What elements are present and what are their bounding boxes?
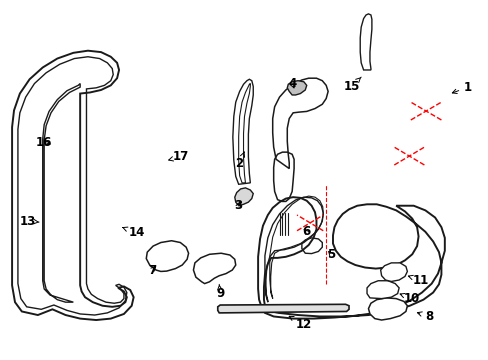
Text: 16: 16 — [36, 136, 52, 149]
Polygon shape — [287, 81, 306, 95]
Text: 3: 3 — [234, 198, 242, 212]
Text: 13: 13 — [20, 215, 39, 228]
Text: 5: 5 — [326, 248, 334, 261]
Polygon shape — [193, 253, 235, 284]
Text: 15: 15 — [343, 77, 361, 93]
Polygon shape — [380, 263, 407, 282]
Polygon shape — [146, 241, 188, 271]
Text: 1: 1 — [451, 81, 471, 94]
Text: 14: 14 — [122, 226, 144, 239]
Polygon shape — [368, 298, 407, 320]
Text: 17: 17 — [168, 150, 188, 163]
Text: 4: 4 — [287, 77, 296, 90]
Text: 10: 10 — [399, 292, 420, 305]
Text: 8: 8 — [417, 310, 432, 323]
Polygon shape — [217, 304, 348, 313]
Text: 7: 7 — [148, 264, 156, 276]
Text: 2: 2 — [235, 152, 244, 170]
Polygon shape — [366, 281, 398, 298]
Text: 11: 11 — [407, 274, 428, 287]
Text: 12: 12 — [288, 316, 311, 331]
Polygon shape — [234, 188, 253, 206]
Text: 6: 6 — [302, 225, 310, 238]
Text: 9: 9 — [216, 284, 224, 300]
